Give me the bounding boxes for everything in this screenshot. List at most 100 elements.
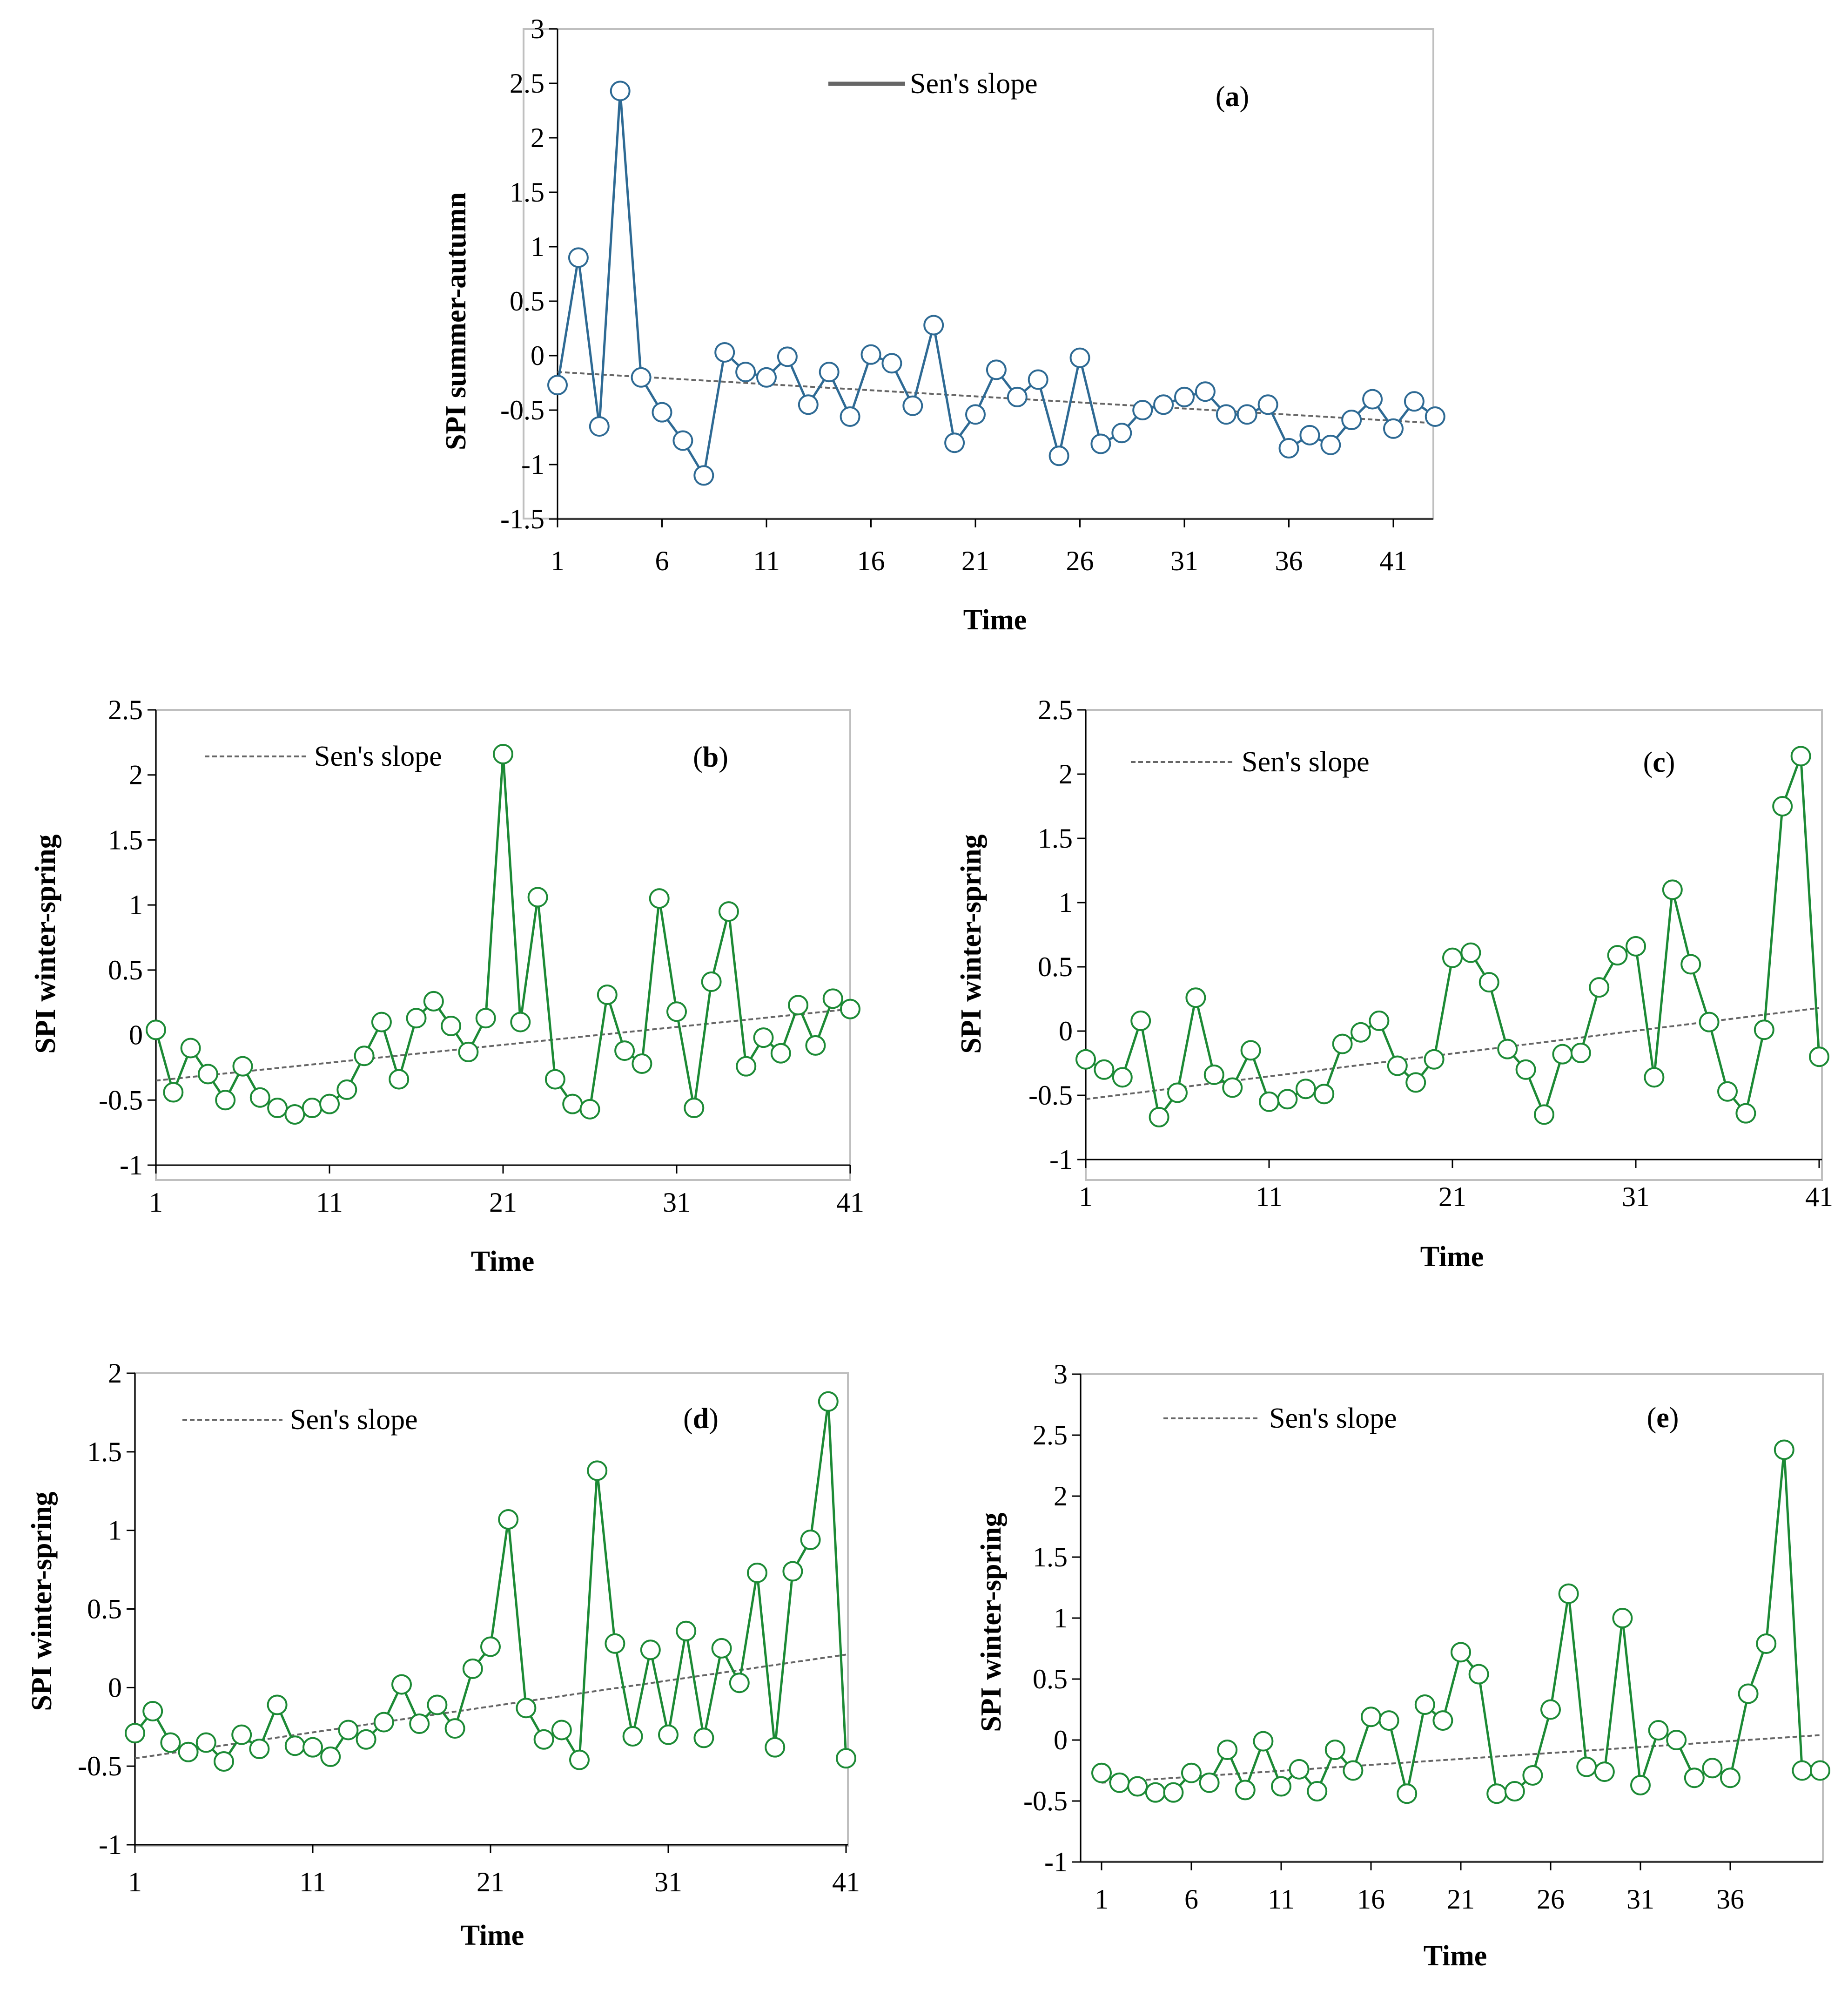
data-point — [614, 1040, 635, 1061]
data-point — [336, 1079, 357, 1100]
data-point — [1341, 410, 1362, 431]
data-point — [1809, 1046, 1829, 1067]
data-point — [409, 1713, 430, 1734]
data-point — [1699, 1012, 1720, 1032]
x-tick-label: 11 — [1256, 1181, 1283, 1212]
data-point — [923, 315, 944, 336]
x-axis-label: Time — [1420, 1241, 1484, 1273]
data-point — [1271, 1776, 1291, 1797]
data-point — [1442, 947, 1463, 968]
panel-a: -1.5-1-0.500.511.522.531 6 11 16 21 26 31 36 41T… — [440, 13, 1445, 636]
x-tick-label: 41 — [1805, 1181, 1833, 1212]
data-point — [1594, 1761, 1615, 1782]
y-tick-label: 2 — [108, 1358, 122, 1389]
data-point — [1343, 1760, 1364, 1781]
data-point — [1361, 1707, 1381, 1727]
x-tick-label: 36 — [1716, 1884, 1744, 1915]
data-point — [178, 1741, 199, 1762]
data-point — [1432, 1710, 1453, 1731]
data-point — [568, 247, 589, 268]
data-point — [753, 1027, 774, 1048]
data-point — [1195, 381, 1216, 402]
data-point — [1772, 796, 1793, 816]
data-point — [371, 1012, 392, 1032]
data-point — [735, 362, 756, 383]
data-point — [356, 1729, 376, 1750]
y-axis-label: SPI summer-autumn — [440, 192, 472, 450]
data-point — [180, 1038, 201, 1059]
data-point — [373, 1712, 394, 1733]
data-point — [462, 1658, 483, 1679]
y-tick-label: 0.5 — [108, 955, 143, 985]
data-point — [1717, 1081, 1738, 1102]
y-tick-label: 0 — [531, 340, 544, 371]
data-point — [232, 1056, 253, 1077]
data-point — [319, 1093, 340, 1114]
y-axis-label: SPI winter-spring — [975, 1512, 1007, 1732]
y-tick-label: 3 — [1054, 1359, 1068, 1390]
x-tick-label: 41 — [1379, 546, 1407, 576]
data-point — [597, 984, 618, 1005]
data-point — [800, 1529, 821, 1550]
data-point — [516, 1698, 537, 1719]
y-tick-label: -0.5 — [1028, 1080, 1073, 1111]
panel-label: (b) — [693, 742, 728, 773]
y-tick-label: -1.5 — [500, 504, 544, 534]
data-point — [547, 375, 568, 396]
data-point — [551, 1720, 572, 1740]
data-point — [1648, 1720, 1669, 1741]
data-point — [320, 1746, 341, 1767]
data-point — [1754, 1019, 1774, 1040]
data-point — [1460, 942, 1481, 963]
y-tick-label: 1.5 — [1038, 823, 1073, 854]
data-point — [1486, 1783, 1507, 1804]
x-tick-label: 11 — [316, 1187, 343, 1218]
data-point — [1314, 1084, 1335, 1105]
data-point — [587, 1460, 608, 1481]
data-point — [1810, 1760, 1830, 1781]
y-tick-label: -0.5 — [78, 1751, 122, 1781]
y-tick-label: 2.5 — [1038, 695, 1073, 725]
y-tick-label: -0.5 — [500, 395, 544, 425]
data-point — [1589, 977, 1610, 998]
data-point — [1362, 389, 1383, 410]
data-point — [1132, 400, 1153, 420]
x-tick-label: 11 — [1268, 1884, 1295, 1915]
panel-label: (c) — [1643, 747, 1675, 778]
data-point — [1222, 1077, 1243, 1098]
data-point — [338, 1720, 359, 1740]
data-point — [1048, 445, 1069, 466]
data-point — [569, 1749, 590, 1770]
data-point — [1626, 936, 1646, 957]
x-axis-label: Time — [461, 1920, 524, 1951]
data-point — [711, 1638, 732, 1659]
legend-label: Sen's slope — [314, 741, 442, 772]
data-point — [840, 406, 860, 427]
data-point — [1091, 1762, 1112, 1783]
data-point — [1540, 1699, 1561, 1720]
data-point — [1383, 418, 1404, 439]
data-point — [1289, 1759, 1310, 1780]
data-point — [1792, 1760, 1813, 1781]
x-tick-label: 1 — [128, 1867, 142, 1897]
data-point — [1397, 1783, 1418, 1804]
y-tick-label: 1.5 — [108, 824, 143, 855]
y-tick-label: 2.5 — [510, 68, 544, 99]
data-point — [631, 367, 652, 388]
legend-label: Sen's slope — [290, 1404, 418, 1436]
data-point — [1145, 1782, 1166, 1803]
data-point — [444, 1718, 465, 1739]
data-point — [818, 1391, 839, 1412]
data-point — [1644, 1067, 1665, 1088]
data-point — [1468, 1664, 1489, 1685]
data-point — [1774, 1439, 1794, 1460]
sens-slope-line — [155, 1008, 851, 1082]
data-point — [1217, 1739, 1238, 1760]
y-tick-label: -1 — [99, 1829, 122, 1860]
x-tick-label: 21 — [477, 1867, 504, 1897]
data-point — [1612, 1608, 1633, 1628]
data-point — [1424, 1049, 1445, 1070]
x-axis-label: Time — [963, 604, 1027, 636]
